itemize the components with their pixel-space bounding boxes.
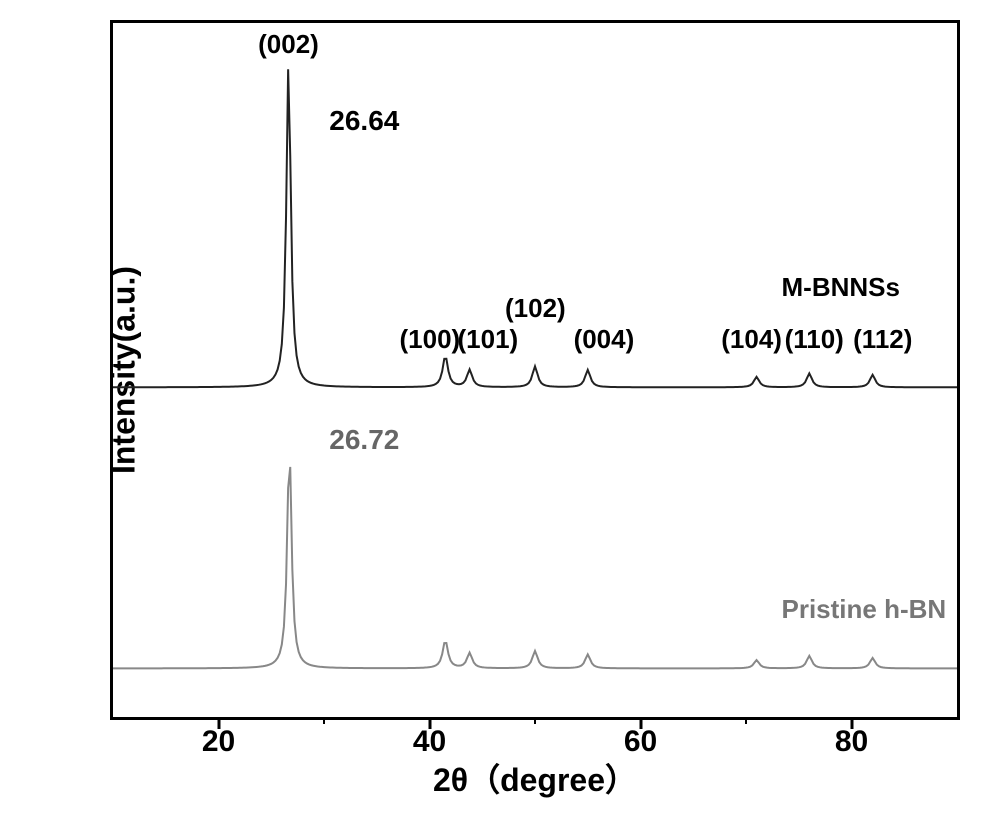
series-label: M-BNNSs <box>782 272 900 303</box>
peak-label-102: (102) <box>505 293 566 324</box>
x-axis-label: 2θ（degree） <box>110 755 960 801</box>
peak-label-004: (004) <box>574 324 635 355</box>
series-Pristine h-BN <box>113 467 957 668</box>
peak-label-101: (101) <box>458 324 519 355</box>
xtick-minor <box>745 717 747 724</box>
peak-label-110: (110) <box>785 324 844 355</box>
series-label: Pristine h-BN <box>782 594 947 625</box>
xtick-minor <box>534 717 536 724</box>
peak-label-104: (104) <box>721 324 782 355</box>
xtick-label: 20 <box>202 725 235 759</box>
peak-label-112: (112) <box>853 324 912 355</box>
xtick-label: 80 <box>835 725 868 759</box>
chart-container: Intensity(a.u.) 2θ（degree） 20406080(002)… <box>0 0 1000 815</box>
peak-label-002: (002) <box>258 29 319 60</box>
peak-label-100: (100) <box>400 324 461 355</box>
value-label: 26.72 <box>329 424 399 456</box>
xtick-label: 60 <box>624 725 657 759</box>
value-label: 26.64 <box>329 105 399 137</box>
xtick-minor <box>323 717 325 724</box>
xtick-label: 40 <box>413 725 446 759</box>
